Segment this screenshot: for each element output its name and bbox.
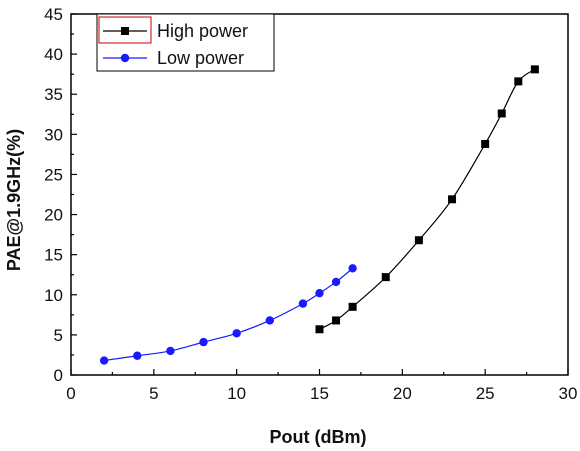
data-point-low-power xyxy=(331,277,341,287)
y-tick-label: 5 xyxy=(54,326,63,345)
x-tick-label: 15 xyxy=(310,384,329,403)
x-tick-label: 20 xyxy=(393,384,412,403)
y-tick-label: 10 xyxy=(44,286,63,305)
series-line-low-power xyxy=(104,267,354,362)
x-tick-label: 25 xyxy=(476,384,495,403)
data-point-low-power xyxy=(315,288,324,298)
y-tick-label: 20 xyxy=(44,206,63,225)
x-tick-label: 10 xyxy=(227,384,246,403)
x-tick-label: 0 xyxy=(66,384,75,403)
y-tick-label: 25 xyxy=(44,165,63,184)
plot-area: 0 5 10 15 20 25 30 0 5 10 15 20 25 30 35 40 45 xyxy=(44,5,577,403)
data-point-low-power xyxy=(298,299,308,308)
y-tick-label: 45 xyxy=(44,5,63,24)
data-point-low-power xyxy=(232,329,241,338)
data-point-high-power xyxy=(348,302,357,311)
x-tick-label: 5 xyxy=(149,384,158,403)
data-point-high-power xyxy=(497,109,506,118)
legend: High power Low power xyxy=(96,13,275,72)
data-point-high-power xyxy=(332,316,341,325)
data-point-low-power xyxy=(348,264,357,273)
legend-label-high-power: High power xyxy=(157,21,248,41)
y-tick-label: 0 xyxy=(54,366,63,385)
y-tick-label: 40 xyxy=(44,45,63,64)
x-tick-label: 30 xyxy=(559,384,578,403)
data-point-high-power xyxy=(381,273,390,282)
legend-marker-high-power xyxy=(121,27,129,35)
data-point-low-power xyxy=(133,351,142,360)
data-point-low-power xyxy=(199,337,208,347)
y-tick-label: 30 xyxy=(44,125,63,144)
data-point-high-power xyxy=(514,77,523,86)
data-point-high-power xyxy=(481,139,490,148)
legend-highlight-box xyxy=(98,16,152,44)
data-point-low-power xyxy=(166,346,175,356)
y-tick-label: 35 xyxy=(44,85,63,104)
y-axis-title: PAE@1.9GHz(%) xyxy=(4,129,24,271)
legend-label-low-power: Low power xyxy=(157,48,244,68)
data-point-high-power xyxy=(315,325,324,334)
y-tick-label: 15 xyxy=(44,246,63,265)
data-point-high-power xyxy=(448,195,457,204)
data-point-high-power xyxy=(414,236,423,245)
series-line-high-power xyxy=(319,68,536,330)
data-point-high-power xyxy=(530,65,539,74)
data-point-low-power xyxy=(265,316,274,325)
x-axis-title: Pout (dBm) xyxy=(270,427,367,447)
data-point-low-power xyxy=(99,356,109,365)
legend-marker-low-power xyxy=(120,53,130,63)
